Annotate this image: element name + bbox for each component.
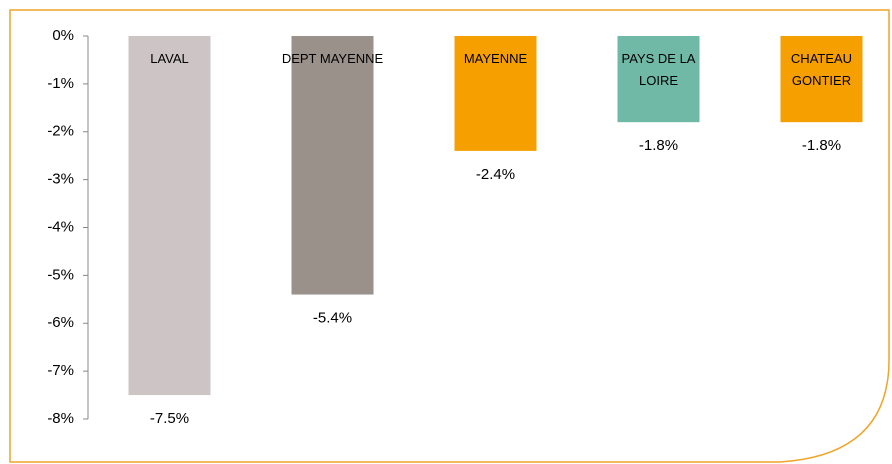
bar	[454, 36, 537, 151]
category-label: PAYS DE LA LOIRE	[621, 51, 696, 88]
y-tick-label: -6%	[47, 314, 74, 331]
y-tick-label: 0%	[52, 27, 74, 44]
y-tick-label: -8%	[47, 410, 74, 427]
y-tick-label: -1%	[47, 75, 74, 92]
category-label: MAYENNE	[463, 51, 528, 66]
y-tick-label: -3%	[47, 171, 74, 188]
value-label: -2.4%	[476, 166, 515, 183]
frame	[9, 9, 890, 463]
bar	[291, 36, 374, 295]
bar	[780, 36, 863, 123]
y-tick-label: -7%	[47, 362, 74, 379]
y-tick-label: -4%	[47, 218, 74, 235]
value-label: -5.4%	[313, 309, 352, 326]
y-tick-label: -2%	[47, 123, 74, 140]
category-label: CHATEAU GONTIER	[790, 51, 853, 88]
bar	[617, 36, 700, 123]
value-label: -7.5%	[150, 410, 189, 427]
category-label: DEPT MAYENNE	[281, 51, 384, 66]
bar	[128, 36, 211, 396]
category-label: LAVAL	[150, 51, 189, 66]
value-label: -1.8%	[802, 137, 841, 154]
y-tick-label: -5%	[47, 266, 74, 283]
value-label: -1.8%	[639, 137, 678, 154]
